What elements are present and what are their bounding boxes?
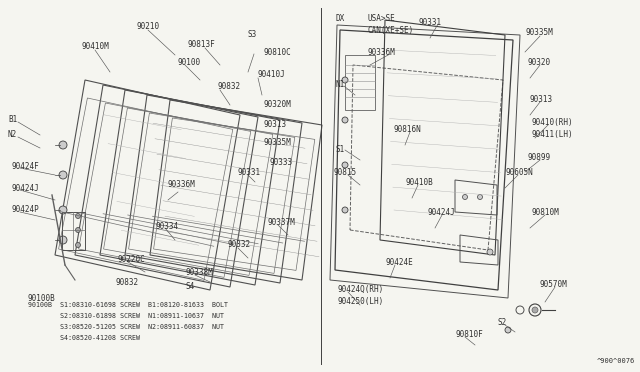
Text: 90832: 90832 <box>218 82 241 91</box>
Text: 90424Q(RH): 90424Q(RH) <box>338 285 384 294</box>
Text: 90100: 90100 <box>178 58 201 67</box>
Circle shape <box>505 327 511 333</box>
Text: ^900^0076: ^900^0076 <box>596 358 635 364</box>
Text: 90813F: 90813F <box>188 40 216 49</box>
Text: 90336M: 90336M <box>368 48 396 57</box>
Circle shape <box>76 214 81 218</box>
Circle shape <box>76 243 81 247</box>
Text: 90424J: 90424J <box>428 208 456 217</box>
Text: 90210: 90210 <box>136 22 159 31</box>
Circle shape <box>487 249 493 255</box>
Text: 90335M: 90335M <box>263 138 291 147</box>
Text: 90220C: 90220C <box>118 255 146 264</box>
Text: S3: S3 <box>248 30 257 39</box>
Text: 90816N: 90816N <box>393 125 420 134</box>
Text: 90410B: 90410B <box>405 178 433 187</box>
Circle shape <box>59 171 67 179</box>
Circle shape <box>532 307 538 313</box>
Text: B1: B1 <box>8 115 17 124</box>
Text: 90810C: 90810C <box>264 48 292 57</box>
Circle shape <box>59 236 67 244</box>
Text: S2:08310-61898 SCREW  N1:08911-10637  NUT: S2:08310-61898 SCREW N1:08911-10637 NUT <box>28 313 224 319</box>
Text: 90424E: 90424E <box>385 258 413 267</box>
Text: N2: N2 <box>8 130 17 139</box>
Text: 904250(LH): 904250(LH) <box>338 297 384 306</box>
Text: S1: S1 <box>335 145 344 154</box>
Text: CAN(XE+SE): CAN(XE+SE) <box>368 26 414 35</box>
Text: 90320M: 90320M <box>263 100 291 109</box>
Text: 90810F: 90810F <box>455 330 483 339</box>
Text: USA>SE: USA>SE <box>368 14 396 23</box>
Text: 90815: 90815 <box>333 168 356 177</box>
Text: N1: N1 <box>336 80 345 89</box>
Text: 90335M: 90335M <box>525 28 553 37</box>
Circle shape <box>59 206 67 214</box>
Text: S2: S2 <box>497 318 506 327</box>
Text: S4: S4 <box>185 282 195 291</box>
Circle shape <box>76 228 81 232</box>
Text: 90410(RH): 90410(RH) <box>532 118 573 127</box>
Text: 90605N: 90605N <box>505 168 532 177</box>
Text: 90338M: 90338M <box>185 268 212 277</box>
Text: 90331: 90331 <box>419 18 442 27</box>
Text: 90810M: 90810M <box>532 208 560 217</box>
Circle shape <box>342 117 348 123</box>
Text: 90410M: 90410M <box>82 42 109 51</box>
Text: S3:08520-51205 SCREW  N2:08911-60837  NUT: S3:08520-51205 SCREW N2:08911-60837 NUT <box>28 324 224 330</box>
Text: 90410J: 90410J <box>258 70 285 79</box>
Text: 90424J: 90424J <box>12 184 40 193</box>
Circle shape <box>477 195 483 199</box>
Text: 90899: 90899 <box>528 153 551 162</box>
Text: S4:08520-41208 SCREW: S4:08520-41208 SCREW <box>28 335 140 341</box>
Text: 90331: 90331 <box>238 168 261 177</box>
Circle shape <box>463 195 467 199</box>
Text: DX: DX <box>336 14 345 23</box>
Text: 90100B: 90100B <box>28 294 56 303</box>
Text: 90334: 90334 <box>155 222 178 231</box>
Text: 90832: 90832 <box>115 278 138 287</box>
Text: 90570M: 90570M <box>540 280 568 289</box>
Text: 90313: 90313 <box>263 120 286 129</box>
Text: 90424P: 90424P <box>12 205 40 214</box>
Text: 90100B  S1:08310-61698 SCREW  B1:08120-81633  BOLT: 90100B S1:08310-61698 SCREW B1:08120-816… <box>28 302 228 308</box>
Text: 90320: 90320 <box>528 58 551 67</box>
Text: 90313: 90313 <box>530 95 553 104</box>
Text: 90337M: 90337M <box>268 218 296 227</box>
Circle shape <box>59 141 67 149</box>
Circle shape <box>342 77 348 83</box>
Text: 90411(LH): 90411(LH) <box>532 130 573 139</box>
Text: 90332: 90332 <box>228 240 251 249</box>
Text: 90424F: 90424F <box>12 162 40 171</box>
Circle shape <box>342 162 348 168</box>
Text: 90333: 90333 <box>270 158 293 167</box>
Circle shape <box>342 207 348 213</box>
Text: 90336M: 90336M <box>168 180 196 189</box>
